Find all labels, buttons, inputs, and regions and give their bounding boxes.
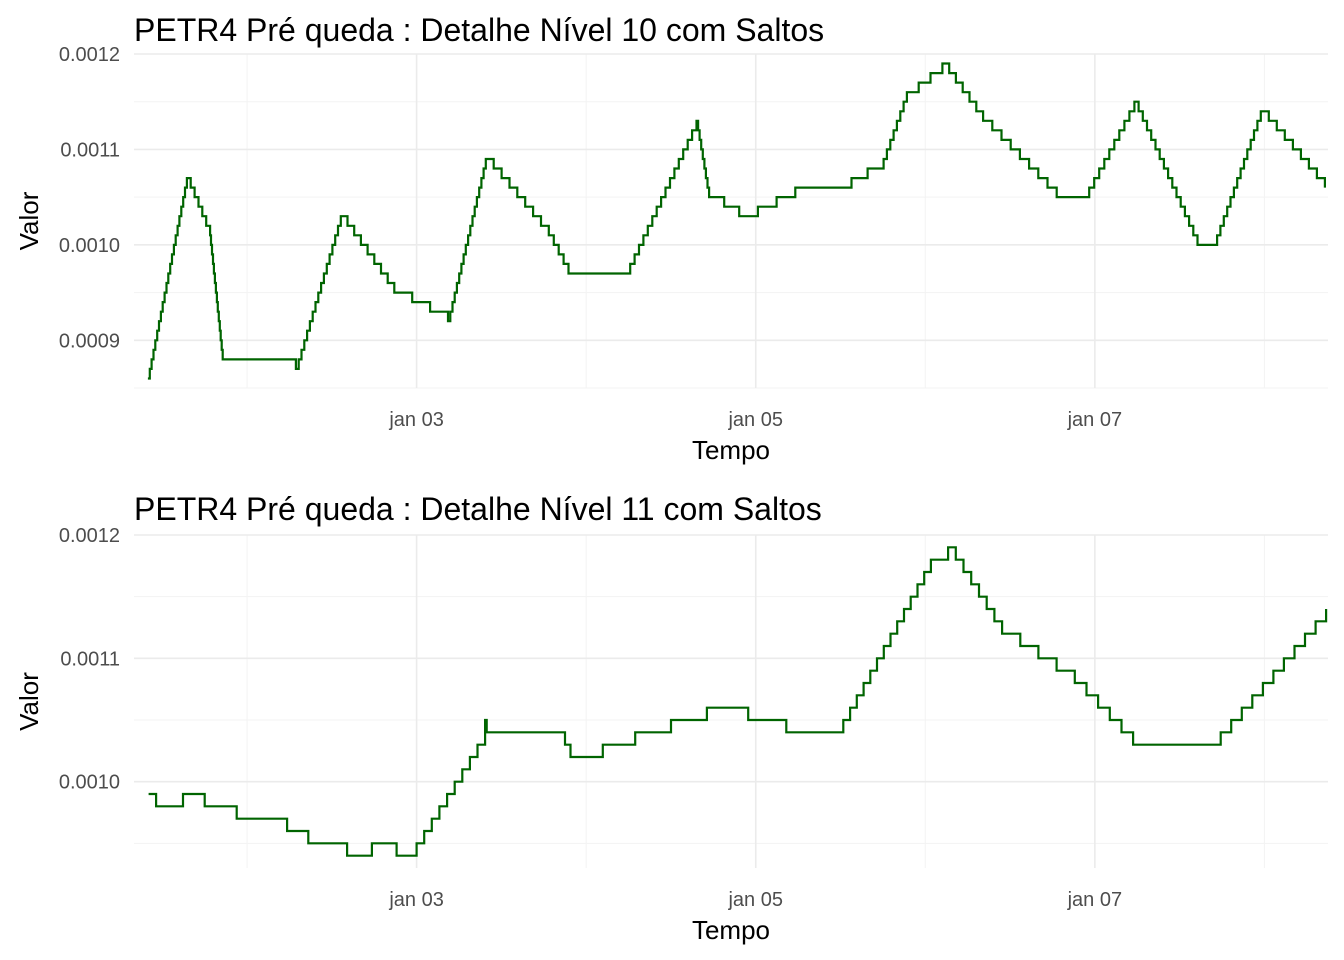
y-tick-label: 0.0010	[59, 772, 120, 794]
chart-panel-2: 0.0010 0.0011 0.0012 jan 03 jan 05 jan 07 PETR…	[14, 491, 1328, 945]
y-tick-label: 0.0011	[60, 648, 120, 670]
y-tick-label: 0.0011	[60, 139, 120, 161]
chart-title: PETR4 Pré queda : Detalhe Nível 11 com S…	[134, 491, 822, 527]
x-tick-label: jan 07	[1067, 409, 1123, 431]
chart-title: PETR4 Pré queda : Detalhe Nível 10 com S…	[134, 12, 824, 48]
y-tick-label: 0.0009	[59, 330, 120, 352]
x-axis-title: Tempo	[692, 435, 770, 465]
x-axis-title: Tempo	[692, 915, 770, 945]
x-tick-label: jan 07	[1067, 889, 1123, 911]
y-tick-label: 0.0012	[59, 44, 120, 66]
y-axis-title: Valor	[14, 191, 44, 250]
y-tick-label: 0.0012	[59, 525, 120, 547]
series-line-1	[147, 62, 1326, 380]
chart-panel-1: 0.0009 0.0010 0.0011 0.0012 jan 03 jan 05 jan …	[14, 12, 1328, 465]
y-axis-title: Valor	[14, 672, 44, 731]
x-tick-label: jan 05	[727, 409, 783, 431]
x-tick-label: jan 03	[388, 889, 444, 911]
y-tick-label: 0.0010	[59, 235, 120, 257]
x-tick-label: jan 03	[388, 409, 444, 431]
x-tick-label: jan 05	[727, 889, 783, 911]
series-line-1	[148, 546, 1328, 857]
